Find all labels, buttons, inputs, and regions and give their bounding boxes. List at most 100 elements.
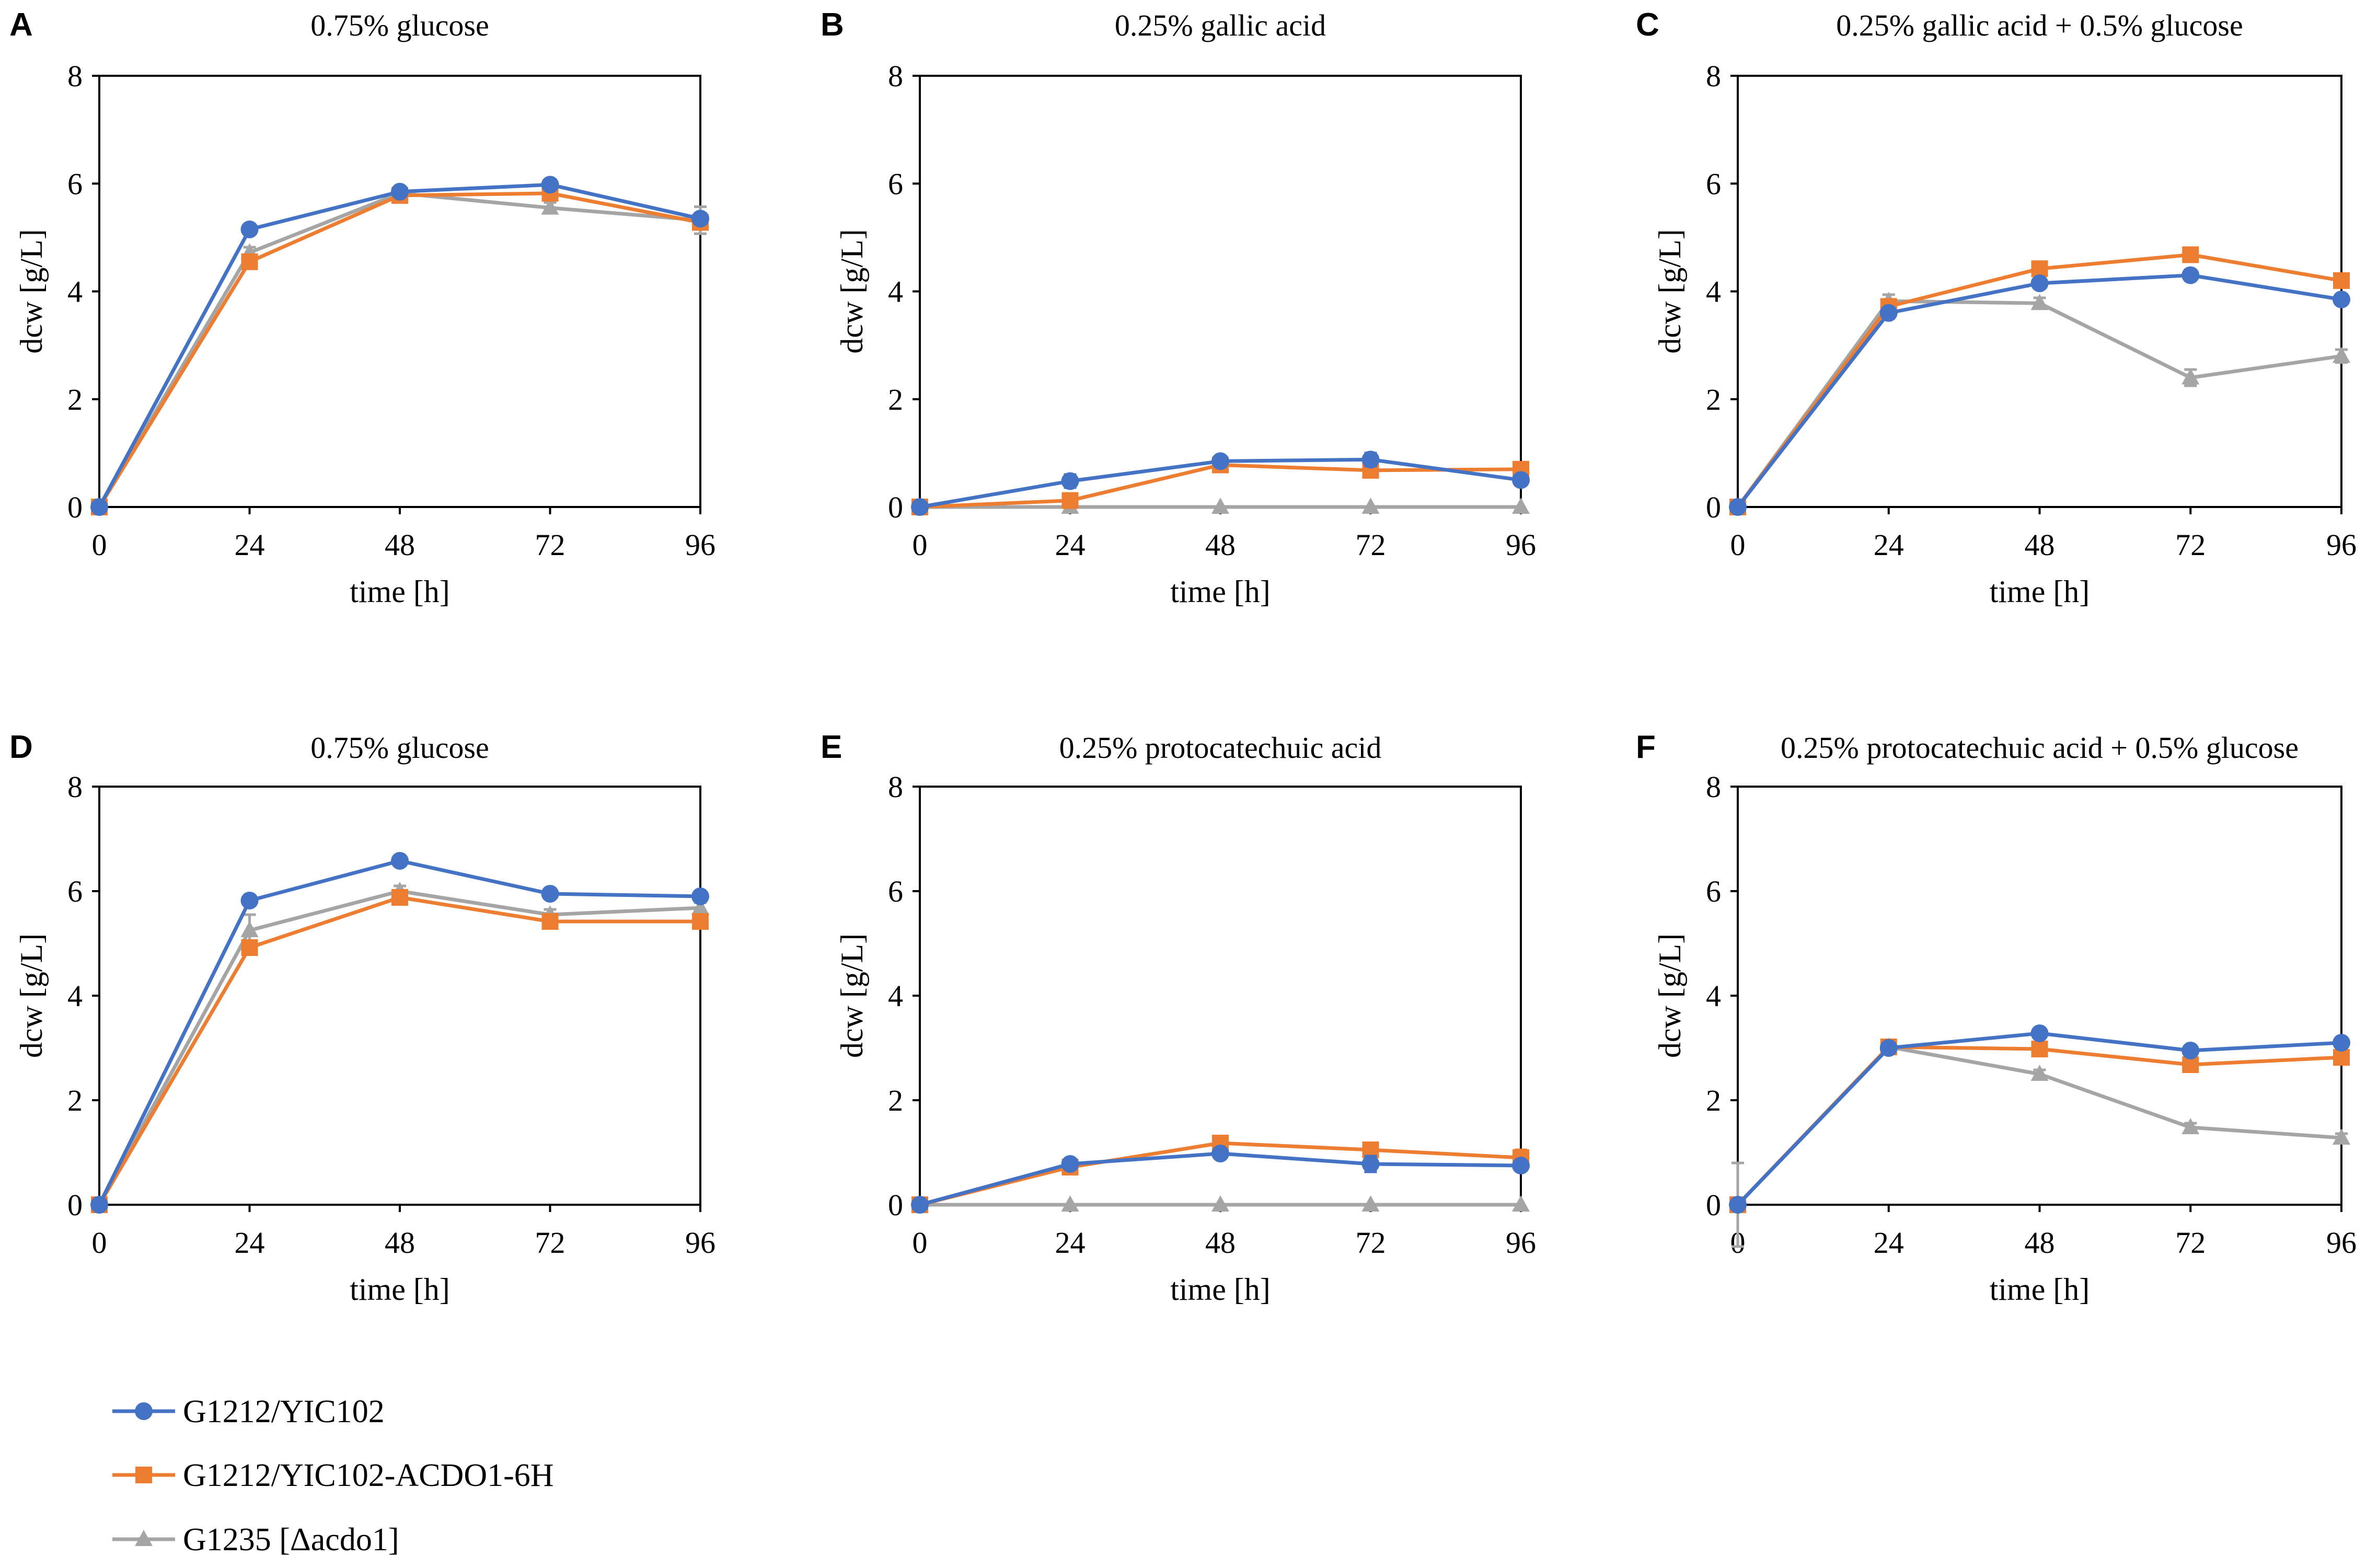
- y-axis-label: dcw [g/L]: [835, 933, 869, 1058]
- legend: G1212/YIC102 G1212/YIC102-ACDO1-6H G1235 […: [112, 1394, 554, 1558]
- series-1: [90, 852, 709, 1214]
- x-tick-label: 48: [2025, 1226, 2055, 1260]
- x-tick-label: 0: [1730, 528, 1746, 562]
- series-3: [911, 498, 1530, 514]
- series-1: [1729, 1024, 2350, 1214]
- data-point: [391, 182, 409, 201]
- y-tick-label: 2: [67, 1083, 83, 1117]
- y-tick-label: 2: [888, 383, 903, 417]
- data-point: [1729, 498, 1747, 516]
- data-point: [1361, 498, 1380, 514]
- panel-letter: D: [9, 729, 33, 765]
- x-axis-label: time [h]: [1990, 574, 2090, 609]
- data-point: [1211, 452, 1229, 470]
- data-point: [2181, 1118, 2200, 1134]
- x-tick-label: 72: [2175, 528, 2206, 562]
- data-point: [541, 885, 559, 903]
- chart-title: 0.75% glucose: [310, 731, 489, 765]
- data-point: [1512, 1195, 1530, 1212]
- x-tick-label: 96: [1506, 1226, 1536, 1260]
- data-point: [1879, 304, 1898, 322]
- data-point: [1361, 1195, 1380, 1212]
- panel-letter: C: [1636, 7, 1659, 43]
- y-tick-label: 6: [1706, 167, 1721, 201]
- panel-letter: A: [9, 7, 33, 43]
- data-point: [240, 921, 259, 937]
- y-tick-label: 8: [67, 59, 83, 93]
- panel-letter: B: [821, 7, 844, 43]
- x-tick-label: 48: [385, 1226, 415, 1260]
- chart-title: 0.75% glucose: [310, 8, 489, 42]
- data-point: [691, 887, 709, 905]
- y-tick-label: 4: [67, 275, 83, 309]
- data-point: [1512, 471, 1530, 489]
- series-line: [97, 191, 701, 508]
- x-tick-label: 48: [1205, 528, 1236, 562]
- y-tick-label: 2: [888, 1083, 903, 1117]
- data-point: [541, 198, 559, 215]
- data-point: [1211, 1195, 1229, 1212]
- y-tick-label: 6: [67, 874, 83, 908]
- data-point: [2333, 1128, 2350, 1145]
- y-tick-label: 8: [888, 59, 903, 93]
- data-point: [2333, 1034, 2350, 1052]
- y-tick-label: 4: [1706, 275, 1721, 309]
- legend-item: G1235 [Δacdo1]: [112, 1522, 399, 1558]
- data-point: [240, 220, 259, 238]
- x-tick-label: 48: [1205, 1226, 1236, 1260]
- series-1: [1729, 266, 2350, 516]
- data-point: [2030, 1024, 2049, 1042]
- x-tick-label: 96: [685, 1226, 715, 1260]
- legend-marker: [135, 1530, 153, 1546]
- data-point: [2030, 274, 2049, 293]
- data-point: [2030, 294, 2049, 310]
- series-line: [1736, 1031, 2342, 1206]
- data-point: [2030, 1065, 2049, 1081]
- data-point: [541, 913, 559, 930]
- chart-title: 0.25% protocatechuic acid + 0.5% glucose: [1781, 731, 2299, 765]
- chart-title: 0.25% gallic acid: [1115, 8, 1326, 42]
- x-axis-label: time [h]: [1990, 1272, 2090, 1307]
- data-point: [691, 898, 709, 915]
- x-tick-label: 0: [913, 528, 928, 562]
- chart-title: 0.25% protocatechuic acid: [1059, 731, 1382, 765]
- y-axis-label: dcw [g/L]: [835, 229, 869, 353]
- legend-label: G1212/YIC102: [183, 1394, 385, 1429]
- data-point: [1879, 1039, 1898, 1057]
- x-tick-label: 0: [92, 528, 107, 562]
- panel-letter: E: [821, 729, 842, 765]
- data-point: [2333, 1049, 2350, 1066]
- y-axis-label: dcw [g/L]: [14, 229, 49, 353]
- x-tick-label: 24: [1055, 528, 1086, 562]
- data-point: [240, 892, 259, 909]
- data-point: [2333, 347, 2350, 363]
- legend-label: G1235 [Δacdo1]: [183, 1522, 399, 1558]
- y-tick-label: 8: [67, 770, 83, 804]
- y-tick-label: 6: [888, 167, 903, 201]
- y-axis-label: dcw [g/L]: [1653, 933, 1687, 1058]
- data-point: [1211, 498, 1229, 514]
- data-point: [911, 1196, 929, 1214]
- x-tick-label: 24: [1874, 1226, 1904, 1260]
- data-point: [911, 498, 929, 516]
- data-point: [391, 852, 409, 870]
- legend-item: G1212/YIC102-ACDO1-6H: [112, 1458, 554, 1493]
- x-tick-label: 96: [2326, 1226, 2357, 1260]
- series-3: [1729, 1037, 2350, 1248]
- series-1: [911, 1145, 1530, 1214]
- data-point: [2181, 266, 2200, 284]
- x-tick-label: 72: [535, 1226, 565, 1260]
- data-point: [692, 913, 709, 930]
- y-tick-label: 0: [1706, 1188, 1721, 1222]
- y-tick-label: 2: [67, 383, 83, 417]
- y-tick-label: 0: [1706, 490, 1721, 524]
- series-line: [98, 191, 701, 508]
- y-tick-label: 4: [888, 275, 903, 309]
- y-tick-label: 0: [67, 490, 83, 524]
- legend-marker: [135, 1402, 153, 1420]
- y-tick-label: 6: [1706, 874, 1721, 908]
